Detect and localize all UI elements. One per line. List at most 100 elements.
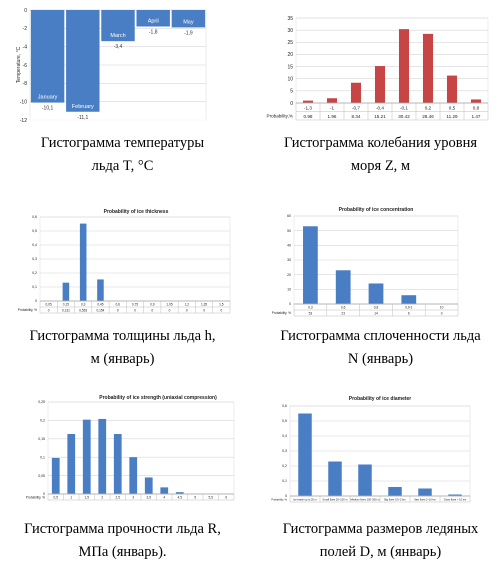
y-tick-label: 0,5: [282, 419, 287, 423]
bar: [374, 66, 386, 103]
y-tick-label: 35: [287, 16, 293, 22]
y-tick-label: 60: [287, 214, 291, 218]
x-tick-label: 1,05: [166, 303, 172, 307]
y-tick-label: 0,4: [32, 243, 37, 247]
x-tick-label: 2: [101, 496, 103, 500]
x-tick-label: 0,6: [341, 306, 346, 310]
table-value: 0,131: [62, 309, 70, 313]
bar: [51, 457, 60, 494]
x-tick-label: 6: [225, 496, 227, 500]
caption-ice-concentration: Гистограмма сплоченности льда N (январь): [258, 325, 503, 371]
y-tick-label: 0,6: [32, 215, 37, 219]
table-value: 0: [117, 309, 119, 313]
y-tick-label: 0,15: [38, 437, 45, 441]
x-tick-label: 1,35: [201, 303, 207, 307]
chart-ice-strength-svg: 0 0,05 0,1 0,15 0,2 0,25 Probability of ice st…: [26, 395, 235, 501]
table-value: 6: [408, 312, 410, 316]
bar: [101, 10, 135, 42]
table-header-label: Probability, %: [271, 498, 287, 502]
y-tick-label: 0,3: [282, 449, 287, 453]
bar: [335, 270, 351, 304]
y-tick-label: 0,2: [282, 464, 287, 468]
y-tick-label: 25: [287, 40, 293, 46]
x-tick-label: 0,9-1: [405, 306, 412, 310]
y-tick-label: 0,6: [282, 404, 287, 408]
x-tick-label: January: [38, 95, 58, 101]
bar: [328, 461, 342, 496]
chart-title: Probability of ice concentration: [339, 207, 414, 213]
table-header-label: Probability,%: [267, 113, 293, 118]
y-tick-label: 30: [287, 28, 293, 34]
table-header-label: Probability, %: [26, 496, 45, 500]
caption-line-1: Гистограмма температуры: [40, 135, 205, 151]
table-value: 0: [134, 309, 136, 313]
y-tick-label: 0,25: [38, 400, 45, 404]
y-tick-label: -12: [20, 118, 27, 124]
y-tick-label: 0,3: [32, 257, 37, 261]
chart-ice-diameter-svg: 0 0,1 0,2 0,3 0,4 0,5 0,6 Probability of ice di…: [271, 396, 471, 503]
caption-line-2: м (январь): [90, 351, 155, 367]
chart-ice-diameter: 0 0,1 0,2 0,3 0,4 0,5 0,6 Probability of ice di…: [268, 392, 478, 510]
y-tick-label: 0,1: [282, 479, 287, 483]
bar: [422, 33, 434, 103]
caption-temperature: Гистограмма температуры льда T, °C: [0, 132, 245, 178]
x-tick-label: 0,45: [97, 303, 103, 307]
x-tick-label: 0,3: [308, 306, 313, 310]
x-tick-label: May: [183, 19, 194, 25]
y-tick-label: 0,1: [40, 455, 45, 459]
x-tick-label: 5: [194, 496, 196, 500]
caption-line-1: Гистограмма сплоченности льда: [280, 328, 481, 344]
table-value: 1.96: [328, 114, 337, 119]
x-tick-label: 0,3: [81, 303, 86, 307]
y-tick-label: 0: [24, 8, 27, 14]
bar: [66, 10, 100, 112]
x-tick-label: February: [72, 104, 94, 110]
bar: [98, 418, 107, 494]
table-header-label: Probability, %: [18, 308, 37, 312]
chart-ice-thickness: 0 0,1 0,2 0,3 0,4 0,5 0,6 Probability of ice th…: [18, 205, 238, 317]
x-tick-label: April: [148, 19, 159, 25]
bar: [97, 279, 104, 301]
bar: [303, 226, 318, 304]
bar: [448, 494, 462, 496]
x-tick-label: 0,15: [63, 303, 69, 307]
chart-temperature-svg: -12 -10 -8 -6 -4 -2 0 Temperature, °C -10,1 Janua…: [16, 8, 207, 124]
bar: [136, 10, 170, 27]
bar: [67, 434, 76, 494]
bar: [446, 75, 458, 103]
y-tick-label: -4: [23, 44, 28, 50]
x-tick-label: 0,2: [425, 105, 432, 110]
chart-title: Probability of ice thickness: [104, 209, 169, 215]
table-value: 0: [203, 309, 205, 313]
data-label: -1,9: [184, 30, 193, 36]
chart-ice-strength: 0 0,05 0,1 0,15 0,2 0,25 Probability of ice st…: [26, 392, 238, 510]
y-tick-label: 0: [290, 101, 293, 107]
y-tick-label: 0,05: [38, 474, 45, 478]
x-tick-label: Small floes 20–100 m: [323, 498, 348, 502]
x-tick-label: 0,8: [374, 306, 379, 310]
data-label: -1,8: [149, 30, 158, 36]
x-tick-label: -0,1: [400, 105, 408, 110]
bar: [82, 419, 91, 494]
table-value: 23: [341, 312, 345, 316]
table-value: 0: [186, 309, 188, 313]
y-tick-label: -8: [23, 81, 28, 87]
y-tick-label: 0: [35, 299, 37, 303]
caption-ice-diameter: Гистограмма размеров ледяных полей D, м …: [258, 518, 503, 564]
y-tick-label: 0,2: [32, 271, 37, 275]
bar: [113, 434, 122, 494]
bar: [388, 487, 402, 496]
caption-ice-strength: Гистограмма прочности льда R, МПа (январ…: [0, 518, 245, 564]
y-tick-label: 0: [289, 302, 291, 306]
chart-title: Probability of ice strength (uniaxial co…: [99, 395, 217, 401]
plot-area: [295, 17, 489, 104]
table-header-label: Probability, %: [272, 311, 291, 315]
caption-line-1: Гистограмма прочности льда R,: [24, 521, 221, 537]
chart-ice-concentration: 0 10 20 30 40 50 60 Probability of ice concentr…: [268, 202, 468, 318]
x-tick-label: 1,5: [85, 496, 90, 500]
bar: [302, 100, 314, 103]
caption-line-2: льда T, °C: [91, 158, 154, 174]
x-tick-label: 0,8: [473, 105, 480, 110]
chart-sea-level: 0 5 10 15 20 25 30 35 Probability,% -1,3 0.98 -1 1.9…: [258, 0, 503, 130]
table-value: 0: [220, 309, 222, 313]
